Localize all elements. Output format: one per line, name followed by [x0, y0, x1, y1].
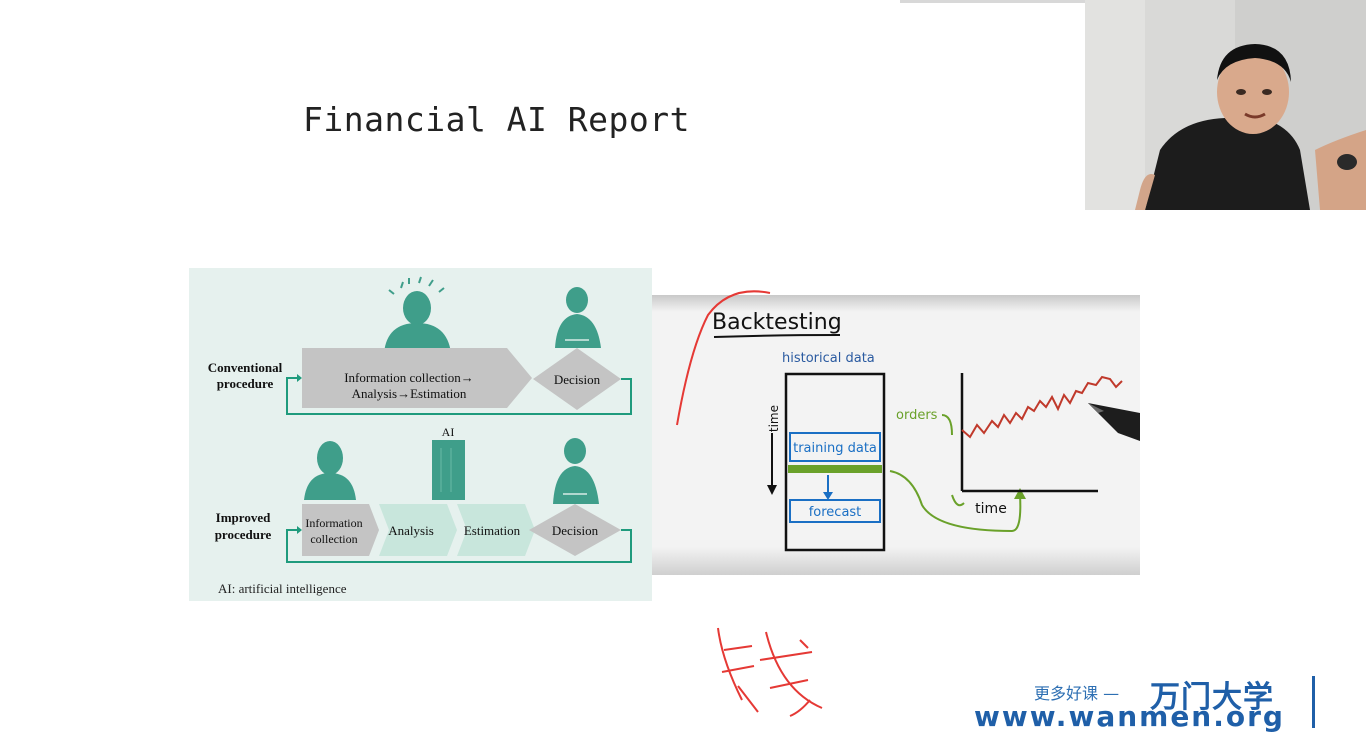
- slide-title: Financial AI Report: [303, 100, 690, 139]
- step-analysis: [379, 504, 457, 556]
- forecast-box: [789, 499, 881, 523]
- top-edge-bar: [900, 0, 1190, 3]
- step-information-collection: [302, 504, 379, 556]
- backtesting-sketch-svg: Backtesting historical data time trainin…: [652, 295, 1140, 575]
- training-data-box: [789, 432, 881, 462]
- improved-decision-maker-icon: [553, 438, 599, 504]
- orders-flow-arrow: [889, 470, 1022, 533]
- step-analysis-label: Analysis: [388, 523, 434, 538]
- historical-data-column: [784, 372, 886, 552]
- conventional-box-line1: Information collection→: [344, 370, 474, 385]
- improved-label-line2: procedure: [215, 527, 272, 542]
- conventional-decision-label: Decision: [554, 372, 601, 387]
- training-data-label: training data: [793, 441, 877, 456]
- conventional-label-line2: procedure: [217, 376, 274, 391]
- ai-label: AI: [442, 425, 455, 439]
- conventional-label-line1: Conventional: [208, 360, 283, 375]
- procedure-diagram: Conventional procedure Information colle…: [189, 268, 652, 601]
- conventional-feedback-loop: [286, 377, 632, 415]
- orders-label: orders: [896, 408, 938, 423]
- step-info-line1: Information: [305, 516, 362, 530]
- backtesting-sketch: Backtesting historical data time trainin…: [652, 295, 1140, 575]
- decision-maker-icon: [555, 287, 601, 348]
- split-line: [788, 465, 882, 473]
- pen-tip-icon: [1088, 403, 1140, 441]
- brand-tagline: 更多好课 —: [1034, 684, 1120, 703]
- brand-divider: [1312, 676, 1315, 728]
- ai-tower-icon: [432, 440, 465, 500]
- historical-data-label: historical data: [782, 351, 875, 366]
- conventional-box-line2: Analysis→Estimation: [352, 386, 467, 401]
- brand-url: www.wanmen.org: [974, 700, 1285, 733]
- step-estimation-label: Estimation: [464, 523, 521, 538]
- red-handwritten-character: [717, 627, 823, 717]
- time-axis-label: time: [975, 501, 1007, 517]
- improved-decision-label: Decision: [552, 523, 599, 538]
- collector-person-icon: [304, 441, 356, 500]
- improved-label-line1: Improved: [216, 510, 271, 525]
- conventional-decision-diamond: [533, 348, 621, 410]
- conventional-process-arrow: [302, 348, 532, 408]
- presenter-webcam: [1085, 0, 1366, 210]
- backtesting-title: Backtesting: [712, 310, 842, 335]
- equity-curve-line: [961, 375, 1123, 439]
- vertical-time-label: time: [767, 405, 781, 432]
- step-estimation: [457, 504, 535, 556]
- presenter-video-frame: [1085, 0, 1366, 210]
- brand-name: 万门大学: [1150, 680, 1274, 715]
- worker-figure-icon: [375, 276, 465, 361]
- improved-decision-diamond: [529, 504, 621, 556]
- ai-footnote: AI: artificial intelligence: [218, 581, 347, 596]
- procedure-diagram-svg: Conventional procedure Information colle…: [208, 276, 632, 596]
- improved-feedback-loop: [286, 529, 632, 563]
- step-info-line2: collection: [310, 532, 357, 546]
- forecast-label: forecast: [809, 505, 862, 520]
